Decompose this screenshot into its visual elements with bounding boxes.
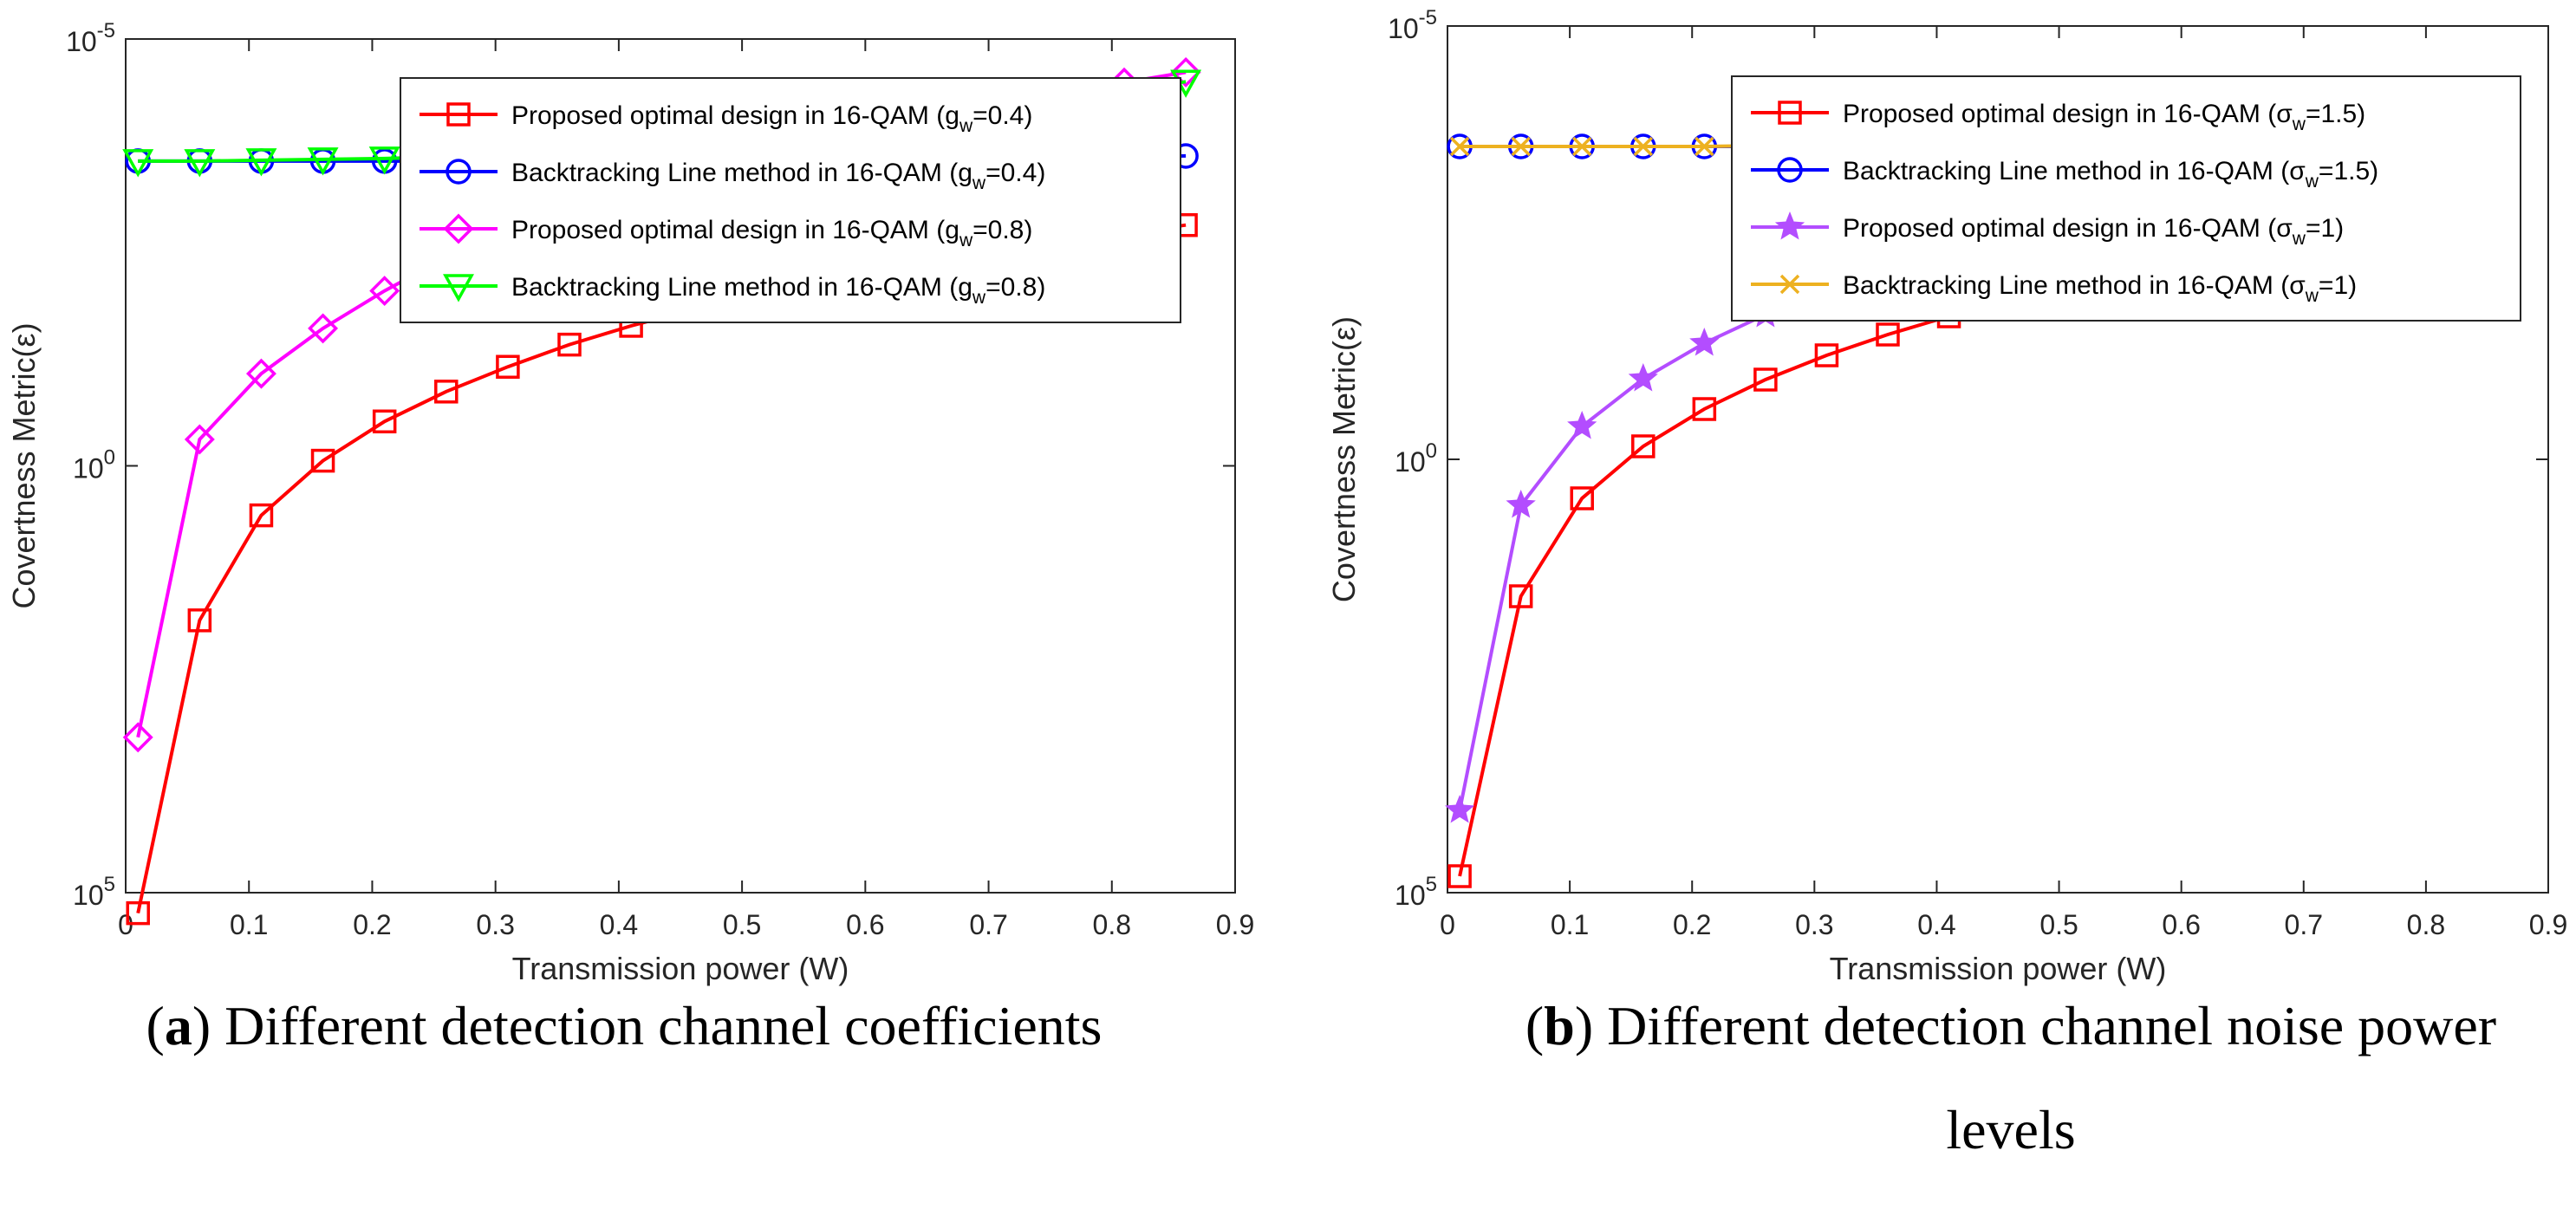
legend-label: Backtracking Line method in 16-QAM (gw=0… bbox=[511, 159, 1045, 193]
x-tick-label: 0.5 bbox=[723, 909, 761, 940]
x-tick-label: 0 bbox=[118, 909, 133, 940]
data-point bbox=[372, 409, 397, 434]
caption: (b) Different detection channel noise po… bbox=[1525, 995, 2496, 1056]
legend-label: Proposed optimal design in 16-QAM (gw=0.… bbox=[511, 216, 1032, 250]
x-tick-label: 0.9 bbox=[1216, 909, 1254, 940]
data-point bbox=[557, 332, 582, 357]
data-point bbox=[245, 358, 276, 389]
x-tick-label: 0.8 bbox=[2407, 909, 2445, 940]
data-point bbox=[434, 380, 459, 404]
chart-panel-b: 0 0.1 0.2 0.3 0.4 0.5 0.6 0.7 0.8 0.9 10-5 100 105 Tr… bbox=[1326, 6, 2567, 1160]
x-tick-label: 0 bbox=[1440, 909, 1455, 940]
data-point bbox=[1631, 434, 1656, 458]
legend-marker bbox=[446, 159, 472, 185]
data-point bbox=[1876, 322, 1900, 347]
data-point bbox=[368, 146, 400, 175]
data-point bbox=[1692, 397, 1717, 421]
data-point bbox=[1570, 486, 1594, 510]
legend: Proposed optimal design in 16-QAM (gw=0.… bbox=[400, 77, 1181, 323]
legend-label: Proposed optimal design in 16-QAM (σw=1) bbox=[1843, 214, 2344, 249]
x-tick-label: 0.6 bbox=[2162, 909, 2200, 940]
x-tick-label: 0.4 bbox=[600, 909, 638, 940]
data-point bbox=[187, 608, 212, 633]
y-tick-label: 100 bbox=[1395, 439, 1437, 478]
y-tick-label: 100 bbox=[73, 446, 115, 484]
legend-marker bbox=[1774, 211, 1805, 240]
data-point bbox=[307, 147, 339, 176]
data-point bbox=[249, 503, 274, 528]
y-axis-label: Covertness Metric(ε) bbox=[1326, 316, 1362, 602]
x-tick-label: 0.1 bbox=[230, 909, 268, 940]
x-tick-label: 0.5 bbox=[2039, 909, 2078, 940]
legend-label: Backtracking Line method in 16-QAM (σw=1… bbox=[1843, 271, 2357, 306]
legend-marker bbox=[443, 274, 474, 302]
legend: Proposed optimal design in 16-QAM (σw=1.… bbox=[1731, 75, 2521, 322]
legend-box bbox=[400, 77, 1181, 323]
x-tick-label: 0.8 bbox=[1093, 909, 1131, 940]
data-point bbox=[1567, 410, 1597, 439]
legend-box bbox=[1731, 75, 2521, 322]
data-point bbox=[1814, 343, 1839, 367]
legend-marker bbox=[446, 102, 471, 127]
data-point bbox=[1753, 367, 1778, 392]
data-point bbox=[1689, 327, 1720, 356]
x-tick-label: 0.3 bbox=[476, 909, 514, 940]
data-point bbox=[1695, 136, 1714, 157]
data-point bbox=[1444, 794, 1475, 823]
legend-marker bbox=[1777, 157, 1803, 183]
legend-label: Backtracking Line method in 16-QAM (gw=0… bbox=[511, 273, 1045, 308]
data-point bbox=[184, 424, 215, 455]
y-axis-label: Covertness Metric(ε) bbox=[6, 322, 42, 608]
x-tick-label: 0.2 bbox=[353, 909, 391, 940]
x-tick-label: 0.1 bbox=[1551, 909, 1589, 940]
data-point bbox=[122, 149, 154, 178]
data-point bbox=[496, 354, 520, 379]
data-point bbox=[1170, 56, 1201, 88]
data-point bbox=[184, 149, 216, 178]
data-point bbox=[1633, 136, 1654, 157]
x-tick-label: 0.9 bbox=[2529, 909, 2567, 940]
data-point bbox=[245, 148, 277, 177]
data-point bbox=[1508, 584, 1533, 608]
data-point bbox=[1506, 489, 1536, 518]
data-point bbox=[308, 313, 339, 344]
x-tick-label: 0.3 bbox=[1795, 909, 1833, 940]
data-point bbox=[310, 448, 335, 473]
data-point bbox=[1511, 136, 1531, 157]
legend-marker bbox=[1778, 101, 1802, 125]
x-axis-label: Transmission power (W) bbox=[512, 951, 849, 986]
legend-marker bbox=[443, 213, 474, 244]
x-tick-label: 0.7 bbox=[969, 909, 1007, 940]
y-tick-label: 105 bbox=[1395, 873, 1437, 911]
data-point bbox=[1447, 864, 1472, 888]
chart-panel-a: 0 0.1 0.2 0.3 0.4 0.5 0.6 0.7 0.8 0.9 10-5 100 105 Tr… bbox=[6, 19, 1254, 1056]
y-tick-label: 10-5 bbox=[1388, 6, 1437, 44]
data-point bbox=[1449, 136, 1470, 157]
data-point bbox=[369, 276, 400, 307]
data-point bbox=[126, 900, 150, 926]
legend-label: Proposed optimal design in 16-QAM (gw=0.… bbox=[511, 101, 1032, 136]
caption: (a) Different detection channel coeffici… bbox=[146, 995, 1103, 1056]
x-tick-label: 0.2 bbox=[1673, 909, 1711, 940]
y-tick-label: 105 bbox=[73, 873, 115, 911]
legend-label: Proposed optimal design in 16-QAM (σw=1.… bbox=[1843, 100, 2365, 134]
data-point bbox=[1571, 136, 1592, 157]
caption-line2: levels bbox=[1946, 1099, 2075, 1160]
data-point bbox=[1628, 362, 1658, 392]
x-tick-label: 0.7 bbox=[2285, 909, 2323, 940]
legend-marker bbox=[1779, 274, 1800, 295]
x-tick-label: 0.6 bbox=[846, 909, 884, 940]
y-tick-label: 10-5 bbox=[66, 19, 115, 57]
data-point bbox=[122, 722, 153, 753]
x-tick-label: 0.4 bbox=[1917, 909, 1955, 940]
legend-label: Backtracking Line method in 16-QAM (σw=1… bbox=[1843, 157, 2378, 192]
x-axis-label: Transmission power (W) bbox=[1830, 951, 2167, 986]
